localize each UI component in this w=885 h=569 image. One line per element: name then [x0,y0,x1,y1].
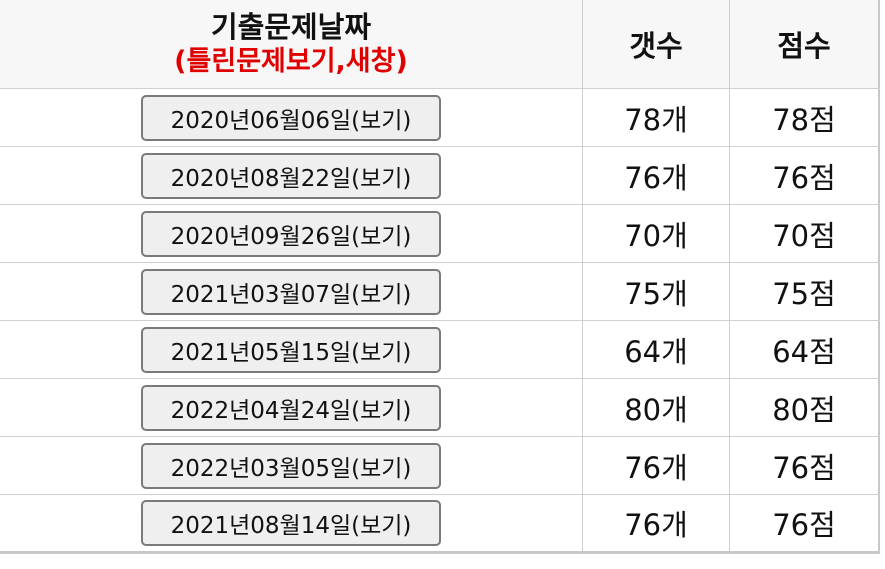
score-value: 64점 [772,334,836,369]
exam-results-table: 기출문제날짜 (틀린문제보기,새창) 갯수 점수 2020년06월06일(보기)… [0,0,880,554]
table-row: 2020년08월22일(보기) 76개 76점 [0,147,880,205]
score-cell: 76점 [730,437,880,494]
count-cell: 78개 [583,89,730,146]
header-score-title: 점수 [777,29,831,63]
date-cell: 2021년03월07일(보기) [0,263,583,320]
table-row: 2020년06월06일(보기) 78개 78점 [0,89,880,147]
count-value: 78개 [624,102,688,137]
count-value: 76개 [624,450,688,485]
count-cell: 80개 [583,379,730,436]
header-count-title: 갯수 [629,29,683,63]
view-exam-button[interactable]: 2022년04월24일(보기) [141,384,441,431]
view-exam-button[interactable]: 2020년06월06일(보기) [141,94,441,141]
view-exam-button[interactable]: 2020년09월26일(보기) [141,210,441,257]
score-cell: 76점 [730,495,880,551]
table-header: 기출문제날짜 (틀린문제보기,새창) 갯수 점수 [0,0,880,89]
score-value: 80점 [772,392,836,427]
header-date-subtitle: (틀린문제보기,새창) [174,46,408,77]
score-cell: 76점 [730,147,880,204]
date-cell: 2020년06월06일(보기) [0,89,583,146]
count-value: 70개 [624,218,688,253]
count-cell: 64개 [583,321,730,378]
count-value: 76개 [624,160,688,195]
count-cell: 76개 [583,147,730,204]
score-cell: 80점 [730,379,880,436]
view-exam-button[interactable]: 2021년08월14일(보기) [141,500,441,546]
score-value: 70점 [772,218,836,253]
count-value: 80개 [624,392,688,427]
table-row: 2021년03월07일(보기) 75개 75점 [0,263,880,321]
date-cell: 2021년08월14일(보기) [0,495,583,551]
date-cell: 2020년08월22일(보기) [0,147,583,204]
date-cell: 2020년09월26일(보기) [0,205,583,262]
header-date-title: 기출문제날짜 [210,10,372,44]
table-row: 2020년09월26일(보기) 70개 70점 [0,205,880,263]
view-exam-button[interactable]: 2020년08월22일(보기) [141,152,441,199]
count-value: 64개 [624,334,688,369]
view-exam-button[interactable]: 2022년03월05일(보기) [141,442,441,489]
score-cell: 64점 [730,321,880,378]
header-date-cell: 기출문제날짜 (틀린문제보기,새창) [0,0,583,88]
table-row: 2022년03월05일(보기) 76개 76점 [0,437,880,495]
count-cell: 75개 [583,263,730,320]
view-exam-button[interactable]: 2021년05월15일(보기) [141,326,441,373]
header-score-cell: 점수 [730,0,880,88]
count-cell: 70개 [583,205,730,262]
view-exam-button[interactable]: 2021년03월07일(보기) [141,268,441,315]
score-value: 78점 [772,102,836,137]
count-value: 76개 [624,508,688,542]
date-cell: 2022년03월05일(보기) [0,437,583,494]
table-row: 2021년05월15일(보기) 64개 64점 [0,321,880,379]
date-cell: 2022년04월24일(보기) [0,379,583,436]
count-cell: 76개 [583,495,730,551]
table-row: 2022년04월24일(보기) 80개 80점 [0,379,880,437]
date-cell: 2021년05월15일(보기) [0,321,583,378]
score-value: 76점 [772,450,836,485]
score-value: 76점 [772,160,836,195]
header-count-cell: 갯수 [583,0,730,88]
score-cell: 75점 [730,263,880,320]
count-value: 75개 [624,276,688,311]
score-value: 75점 [772,276,836,311]
table-row: 2021년08월14일(보기) 76개 76점 [0,495,880,554]
score-cell: 70점 [730,205,880,262]
score-value: 76점 [772,508,836,542]
score-cell: 78점 [730,89,880,146]
count-cell: 76개 [583,437,730,494]
